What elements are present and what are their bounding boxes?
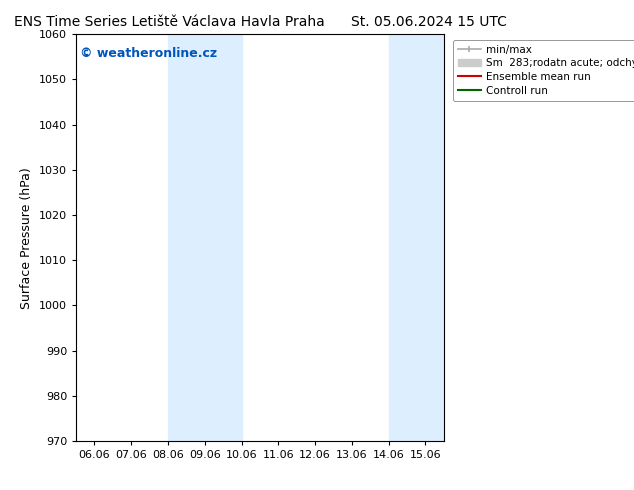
Y-axis label: Surface Pressure (hPa): Surface Pressure (hPa) [20,167,34,309]
Bar [389,34,444,441]
Text: © weatheronline.cz: © weatheronline.cz [80,47,217,59]
Legend: min/max, Sm  283;rodatn acute; odchylka, Ensemble mean run, Controll run: min/max, Sm 283;rodatn acute; odchylka, … [453,40,634,101]
Title: ENS Time Series Letiště Václava Havla Praha      St. 05.06.2024 15 UTC: ENS Time Series Letiště Václava Havla Pr… [13,15,507,29]
Bar [168,34,242,441]
